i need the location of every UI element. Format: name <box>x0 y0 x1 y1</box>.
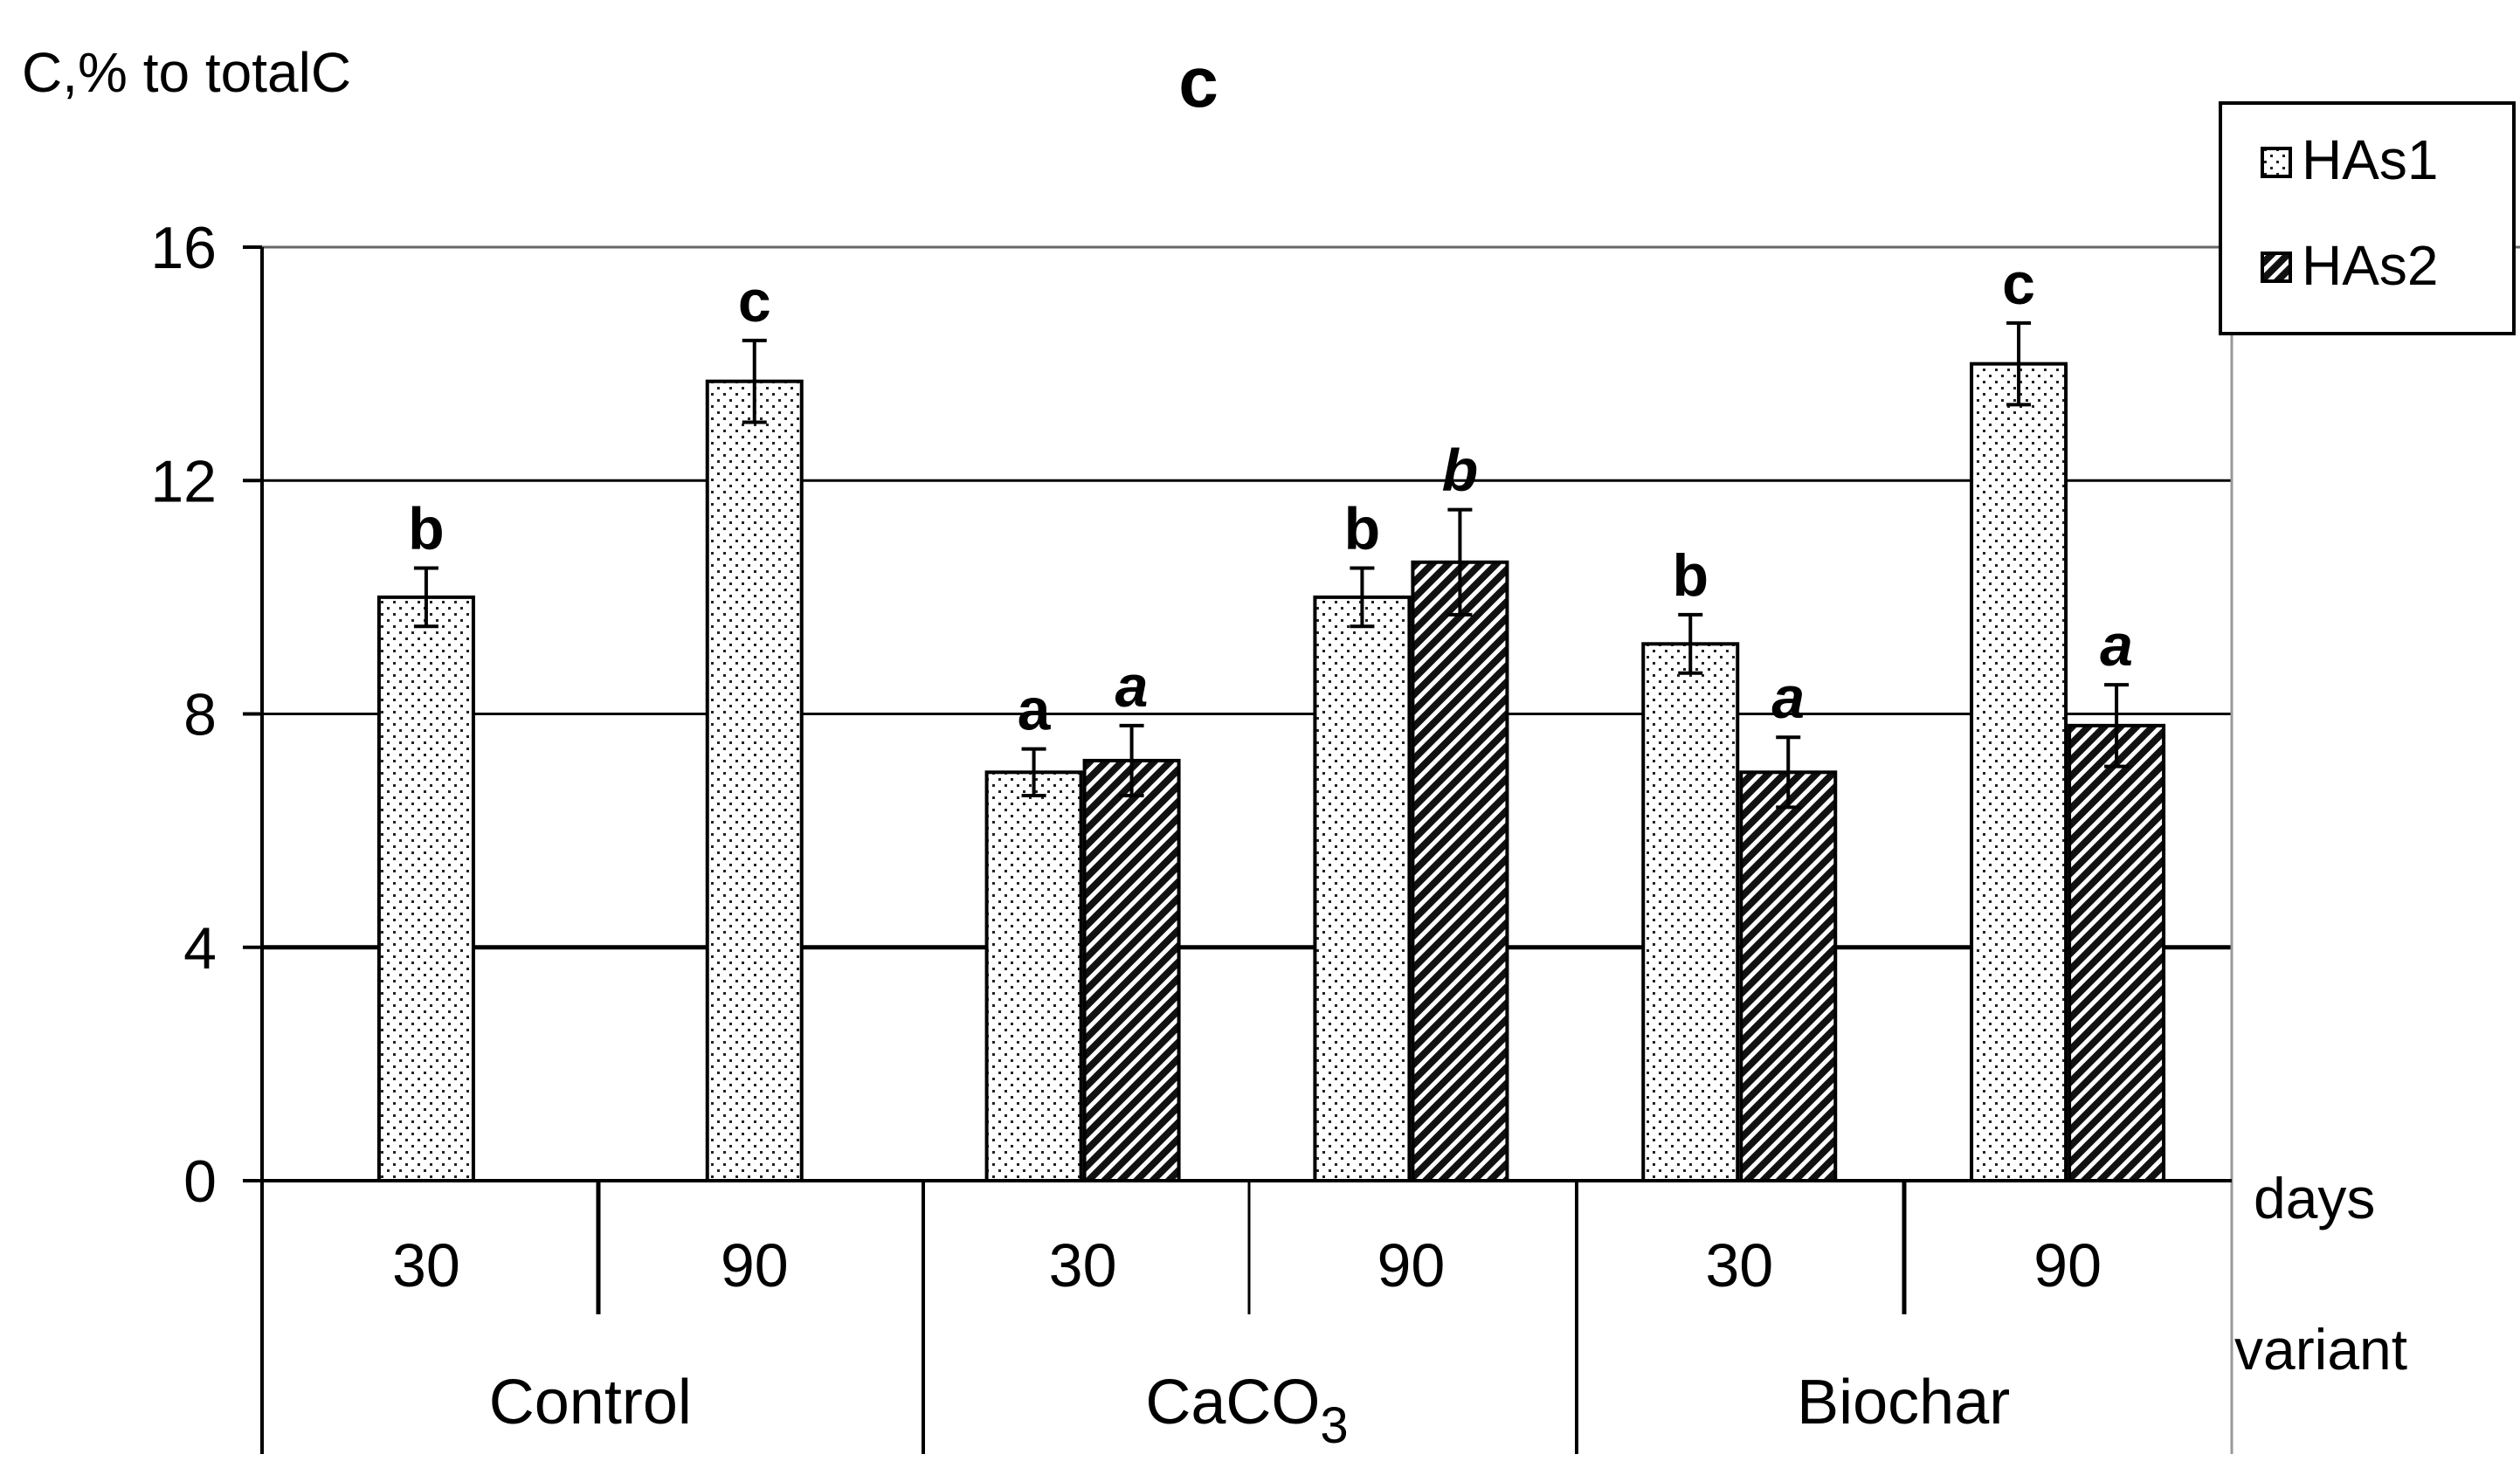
day-label: 90 <box>721 1231 789 1299</box>
y-tick-label: 12 <box>150 448 217 514</box>
day-label: 30 <box>392 1231 460 1299</box>
legend-box <box>2219 101 2516 335</box>
plot-area: 0 4 8 12 16 <box>150 215 2520 1454</box>
bar-has1 <box>376 595 475 1182</box>
variant-label: Control <box>489 1368 692 1437</box>
significance-letter: b <box>1344 495 1381 562</box>
y-tick-label: 8 <box>183 682 217 748</box>
bar-has1 <box>1313 595 1412 1182</box>
bar-has1 <box>1970 362 2068 1182</box>
legend-swatch-has2 <box>2261 252 2292 283</box>
variant-label: CaCO3 <box>1145 1368 1348 1454</box>
day-label: 90 <box>2033 1231 2102 1299</box>
x-row-label-days: days <box>2254 1166 2375 1230</box>
significance-letter: a <box>2100 612 2133 679</box>
legend-label-has2: HAs2 <box>2302 234 2439 297</box>
bar-has1 <box>1641 642 1740 1182</box>
significance-letter: b <box>1442 438 1479 504</box>
significance-letter: a <box>1018 677 1052 743</box>
legend-swatch-has1 <box>2261 147 2292 178</box>
variant-label: Biochar <box>1797 1368 2010 1437</box>
legend-label-has1: HAs1 <box>2302 128 2439 191</box>
bars <box>376 321 2166 1182</box>
x-row-label-variant: variant <box>2234 1317 2407 1382</box>
bar-has2 <box>1082 758 1181 1182</box>
significance-letter: a <box>1115 653 1149 720</box>
significance-letter: c <box>738 268 771 334</box>
day-label: 90 <box>1377 1231 1445 1299</box>
bar-has1 <box>705 379 804 1182</box>
significance-letter: b <box>1672 542 1709 609</box>
significance-letter: a <box>1771 665 1805 731</box>
x-axis: 30 90 Control 30 90 CaCO3 30 90 Biochar days varia… <box>392 1166 2407 1454</box>
day-label: 30 <box>1705 1231 1773 1299</box>
y-tick-label: 4 <box>183 915 217 982</box>
bar-has2 <box>1411 560 1509 1182</box>
y-tick-label: 16 <box>150 215 217 281</box>
significance-letter: b <box>408 495 445 562</box>
panel-label: c <box>1178 43 1219 122</box>
legend: HAs1 HAs2 <box>2219 101 2516 335</box>
bar-has2 <box>1739 770 1838 1182</box>
day-label: 30 <box>1049 1231 1117 1299</box>
significance-letter: c <box>2002 251 2035 317</box>
bar-has2 <box>2068 723 2166 1182</box>
y-axis-label: C,% to totalC <box>22 41 351 104</box>
bar-has1 <box>984 770 1083 1182</box>
y-tick-label: 0 <box>183 1148 217 1215</box>
